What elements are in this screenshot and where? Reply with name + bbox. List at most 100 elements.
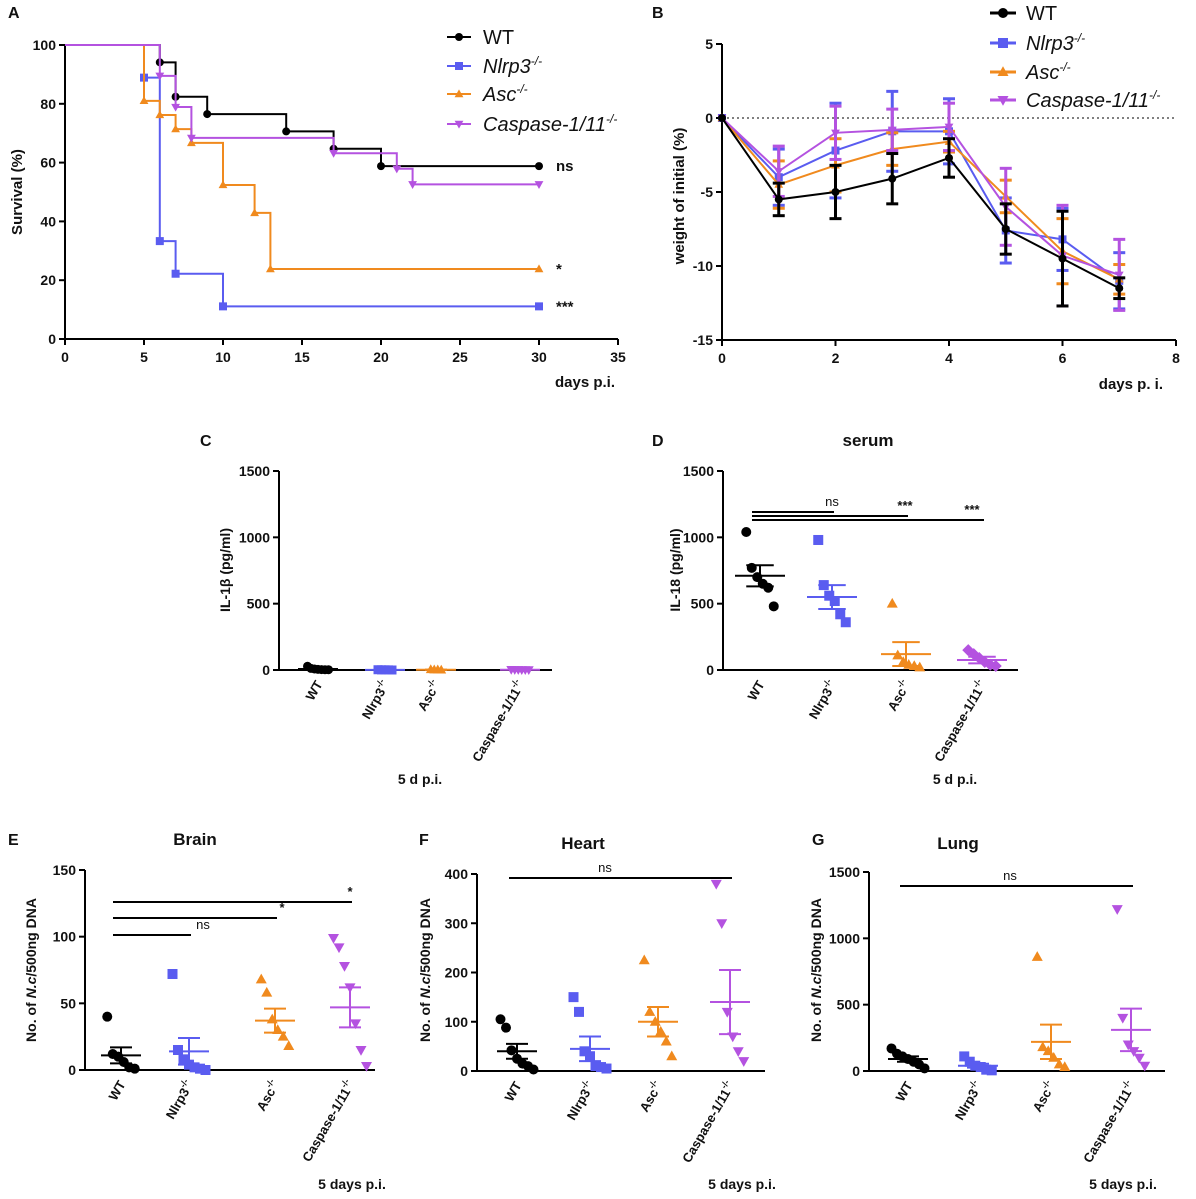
survival-mark-casp xyxy=(171,103,180,112)
legend-marker-nlrp3 xyxy=(455,62,463,70)
comparison-label: ns xyxy=(598,860,612,875)
y-tick-label: 1500 xyxy=(829,864,860,880)
data-point-nlrp3 xyxy=(840,617,851,628)
y-axis-title: IL-1β (pg/ml) xyxy=(217,528,233,612)
legend-label-asc: Asc-/- xyxy=(1025,60,1071,84)
panel-label-a: A xyxy=(8,5,20,22)
weight-point-wt xyxy=(1115,284,1124,293)
x-category-label-wt: WT xyxy=(501,1079,524,1104)
data-point-wt xyxy=(763,582,774,593)
y-tick-label: 100 xyxy=(33,37,57,53)
data-point-casp xyxy=(328,934,339,944)
y-tick-label: 0 xyxy=(460,1063,468,1079)
y-tick-label: 0 xyxy=(705,110,713,126)
data-point-nlrp3 xyxy=(195,1063,205,1074)
weight-point-wt xyxy=(831,188,840,196)
data-point-nlrp3 xyxy=(568,992,579,1003)
data-point-asc xyxy=(283,1040,295,1050)
x-axis-title: 5 days p.i. xyxy=(318,1176,386,1192)
x-tick-label: 25 xyxy=(452,349,468,365)
legend-marker-asc xyxy=(454,89,464,98)
x-category-label-casp: Caspase-1/11-/- xyxy=(1078,1078,1138,1165)
data-point-casp xyxy=(1133,1053,1145,1064)
y-tick-label: 0 xyxy=(68,1062,76,1078)
y-tick-label: 500 xyxy=(691,596,715,612)
survival-mark-casp xyxy=(187,134,196,143)
legend-label-casp: Caspase-1/11-/- xyxy=(483,112,617,136)
x-tick-label: 5 xyxy=(140,349,148,365)
y-tick-label: 1000 xyxy=(829,930,860,946)
y-axis-title: weight of initial (%) xyxy=(671,128,688,266)
x-category-label-asc: Asc-/- xyxy=(252,1077,283,1114)
weight-point-casp xyxy=(944,123,954,132)
panel-title: Brain xyxy=(173,830,216,849)
data-point-nlrp3 xyxy=(601,1063,612,1074)
panel-label-f: F xyxy=(419,832,429,849)
y-tick-label: 0 xyxy=(852,1063,860,1079)
survival-line-casp xyxy=(65,44,539,186)
legend-label-casp: Caspase-1/11-/- xyxy=(1026,88,1160,112)
y-tick-label: 1000 xyxy=(683,529,714,545)
data-point-nlrp3 xyxy=(189,1062,200,1073)
survival-mark-asc xyxy=(250,208,259,217)
data-point-nlrp3 xyxy=(981,1064,992,1075)
data-point-nlrp3 xyxy=(579,1046,590,1057)
data-point-asc xyxy=(644,1006,656,1016)
data-point-casp xyxy=(710,879,722,890)
data-point-casp xyxy=(1139,1061,1151,1072)
data-point-nlrp3 xyxy=(574,1006,584,1017)
y-tick-label: 1500 xyxy=(239,463,270,479)
survival-mark-nlrp3 xyxy=(171,269,180,278)
y-tick-label: 1000 xyxy=(239,529,270,545)
comparison-label: ns xyxy=(1003,868,1017,883)
survival-mark-casp xyxy=(392,165,402,174)
y-tick-label: 150 xyxy=(53,862,77,878)
data-point-wt xyxy=(501,1022,511,1033)
weight-point-casp xyxy=(887,126,897,135)
y-axis-title: No. of N.c/500ng DNA xyxy=(23,898,39,1042)
significance-asc: * xyxy=(556,261,562,278)
weight-point-wt xyxy=(1001,225,1010,233)
x-category-label-nlrp3: Nlrp3-/- xyxy=(161,1077,197,1122)
legend-label-asc: Asc-/- xyxy=(482,82,528,106)
comparison-label: *** xyxy=(897,498,913,513)
data-point-nlrp3 xyxy=(829,596,840,607)
survival-mark-asc xyxy=(155,110,165,119)
y-tick-label: 500 xyxy=(837,997,861,1013)
x-category-label-nlrp3: Nlrp3-/- xyxy=(357,677,393,722)
survival-mark-nlrp3 xyxy=(535,302,543,311)
y-tick-label: 1500 xyxy=(683,463,714,479)
survival-mark-asc xyxy=(171,124,180,133)
weight-point-wt xyxy=(718,114,726,122)
panel-f-dot-plot: F Heart 0 100 200 300 400 No. of N.c/500ng DNA W… xyxy=(417,832,776,1192)
x-tick-label: 0 xyxy=(61,349,69,365)
x-tick-label: 4 xyxy=(945,350,953,366)
panel-title: Heart xyxy=(561,834,605,853)
panel-label-e: E xyxy=(8,832,19,849)
data-point-nlrp3 xyxy=(835,609,846,620)
survival-mark-wt xyxy=(203,110,212,119)
data-point-wt xyxy=(129,1063,140,1074)
comparison-label: ns xyxy=(825,494,839,509)
data-point-nlrp3 xyxy=(200,1065,211,1075)
data-point-nlrp3 xyxy=(178,1054,189,1065)
y-tick-label: -15 xyxy=(693,332,713,348)
data-point-nlrp3 xyxy=(173,1045,183,1055)
legend-marker-casp xyxy=(454,120,464,129)
x-category-label-wt: WT xyxy=(744,678,767,703)
x-category-label-asc: Asc-/- xyxy=(413,677,444,714)
weight-point-casp xyxy=(831,129,840,138)
x-tick-label: 35 xyxy=(610,349,626,365)
x-tick-label: 10 xyxy=(215,349,231,365)
data-point-wt xyxy=(528,1064,539,1075)
panel-label-b: B xyxy=(652,5,664,22)
panel-g-dot-plot: G Lung 0 500 1000 1500 No. of N.c/500ng DNA WT N… xyxy=(808,832,1165,1192)
data-point-wt xyxy=(741,527,752,538)
comparison-label: ns xyxy=(196,917,210,932)
x-axis-title: 5 d p.i. xyxy=(398,771,442,787)
data-point-nlrp3 xyxy=(596,1062,606,1073)
data-point-casp xyxy=(738,1057,750,1067)
x-tick-label: 6 xyxy=(1059,350,1067,366)
weight-point-casp xyxy=(1114,271,1124,280)
